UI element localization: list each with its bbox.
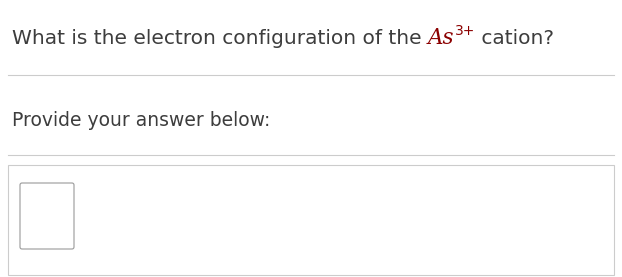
Text: As: As xyxy=(428,27,455,49)
Text: Provide your answer below:: Provide your answer below: xyxy=(12,111,271,130)
Bar xyxy=(8,165,614,275)
Text: 3+: 3+ xyxy=(455,24,475,38)
Text: cation?: cation? xyxy=(475,29,554,47)
FancyBboxPatch shape xyxy=(20,183,74,249)
Text: What is the electron configuration of the: What is the electron configuration of th… xyxy=(12,29,428,47)
